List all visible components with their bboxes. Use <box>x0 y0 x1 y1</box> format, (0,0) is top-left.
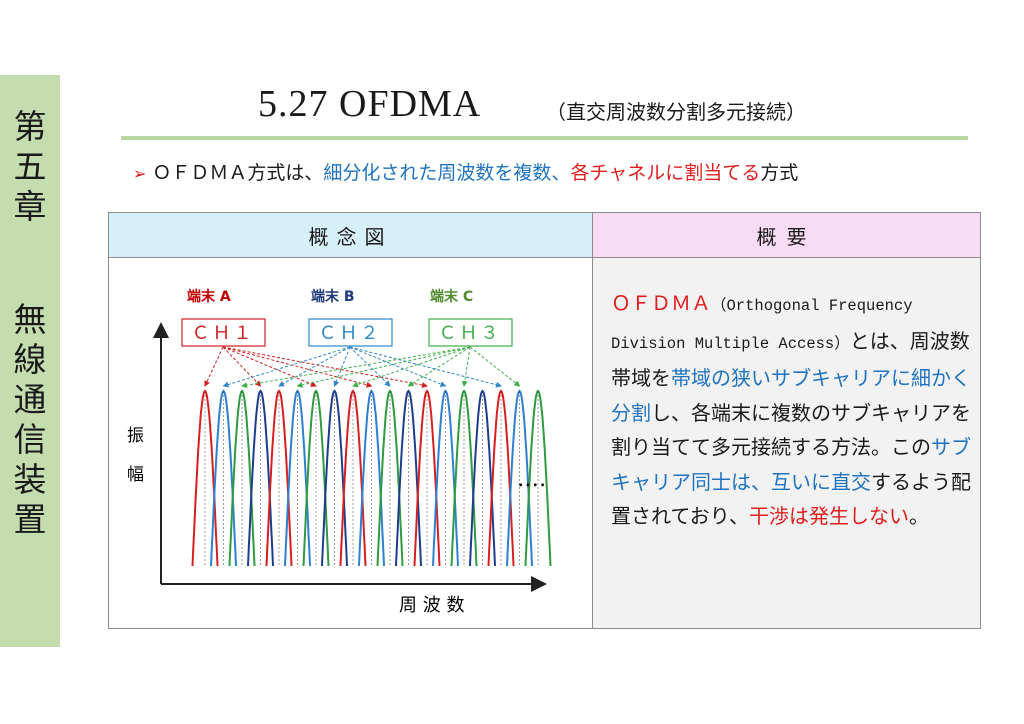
desc-text: 。 <box>909 504 929 528</box>
assignment-arrow <box>349 346 447 387</box>
assignment-arrow <box>333 346 351 387</box>
page-title: 5.27 OFDMA <box>258 83 482 125</box>
subcarrier-waves <box>191 389 552 567</box>
page-subtitle: （直交周波数分割多元接続） <box>546 100 806 124</box>
amplitude-label-2: 幅 <box>127 465 144 485</box>
ch3-box <box>428 318 513 347</box>
desc-highlight-blue: 帯域の狭いサブキャリアに細かく分割 <box>611 366 971 425</box>
chapter-label: 第 五 章 <box>0 107 60 227</box>
assignment-arrow <box>222 346 262 387</box>
assignment-arrow <box>469 346 521 387</box>
bullet-text: ＯＦＤＭＡ方式は、 <box>152 162 324 184</box>
assignment-arrow <box>222 346 428 389</box>
ch2-label: ＣＨ２ <box>319 323 382 344</box>
ofdma-expansion: （Orthogonal Frequency Division Multiple … <box>611 297 913 353</box>
chapter-char: 第 <box>13 107 47 146</box>
overview-panel: ＯＦＤＭＡ（Orthogonal Frequency Division Mult… <box>593 258 980 628</box>
ch2-box <box>308 318 393 347</box>
overview-header: 概要 <box>593 213 980 258</box>
ch1-box <box>181 318 266 347</box>
assignment-arrows <box>204 346 521 389</box>
concept-header: 概念図 <box>109 213 593 258</box>
subject-char: 装 <box>13 460 47 499</box>
concept-diagram-panel: 端末 A 端末 B 端末 C ＣＨ１ ＣＨ２ ＣＨ３ 振 幅 周 波 数 ‥‥ <box>109 258 593 628</box>
assignment-arrow <box>296 346 471 388</box>
assignment-arrow <box>222 346 317 387</box>
subject-char: 通 <box>13 380 47 419</box>
assignment-arrow <box>204 346 224 387</box>
desc-highlight-blue: サブキャリア同士は、互いに直交 <box>611 435 971 494</box>
assignment-arrow <box>407 346 471 387</box>
desc-text: し、各端末に複数のサブキャリアを割り当てて多元接続する方法。この <box>611 400 971 460</box>
assignment-arrow <box>222 346 351 388</box>
content-table: 概念図 概要 端末 A 端末 B 端末 C ＣＨ１ ＣＨ２ ＣＨ３ <box>108 212 981 629</box>
desc-highlight-red: 干渉は発生しない <box>749 504 909 528</box>
ofdm-diagram: 端末 A 端末 B 端末 C ＣＨ１ ＣＨ２ ＣＨ３ 振 幅 周 波 数 ‥‥ <box>127 288 552 616</box>
assignment-arrow <box>349 346 502 388</box>
ellipsis-mark: ‥‥ <box>517 467 546 492</box>
arrow-bullet-icon: ➢ <box>133 164 147 183</box>
subject-char: 置 <box>13 500 47 539</box>
chapter-char: 五 <box>13 147 47 186</box>
terminal-b-label: 端末 B <box>311 288 355 305</box>
desc-text: するよう配置されており、 <box>611 469 971 529</box>
bullet-highlight-red: 各チャネルに割当てる <box>570 162 761 184</box>
summary-bullet: ➢ ＯＦＤＭＡ方式は、細分化された周波数を複数、各チャネルに割当てる方式 <box>133 158 798 185</box>
assignment-arrow <box>278 346 351 387</box>
chapter-char: 章 <box>13 187 47 226</box>
bullet-text: 方式 <box>760 162 799 184</box>
subject-char: 線 <box>13 340 47 379</box>
ch3-label: ＣＨ３ <box>439 323 502 344</box>
overview-description: ＯＦＤＭＡ（Orthogonal Frequency Division Mult… <box>611 286 971 534</box>
chapter-sidebar: 第 五 章 無 線 通 信 装 置 <box>0 75 60 647</box>
subject-label: 無 線 通 信 装 置 <box>0 300 60 540</box>
frequency-label: 周 波 数 <box>399 595 464 616</box>
assignment-arrow <box>349 346 391 387</box>
desc-text: とは、周波数帯域を <box>611 328 970 391</box>
assignment-arrow <box>461 346 471 387</box>
ofdma-term: ＯＦＤＭＡ <box>611 291 711 315</box>
bullet-highlight-blue: 細分化された周波数を複数、 <box>323 162 571 184</box>
title-underline <box>121 136 968 140</box>
amplitude-label-1: 振 <box>127 426 144 446</box>
assignment-arrow <box>352 346 471 388</box>
subject-char: 無 <box>13 300 47 339</box>
terminal-a-label: 端末 A <box>187 288 231 305</box>
ch1-label: ＣＨ１ <box>192 323 255 344</box>
assignment-arrow <box>241 346 471 389</box>
subject-char: 信 <box>13 420 47 459</box>
terminal-c-label: 端末 C <box>430 288 473 305</box>
assignment-arrow <box>222 346 373 388</box>
